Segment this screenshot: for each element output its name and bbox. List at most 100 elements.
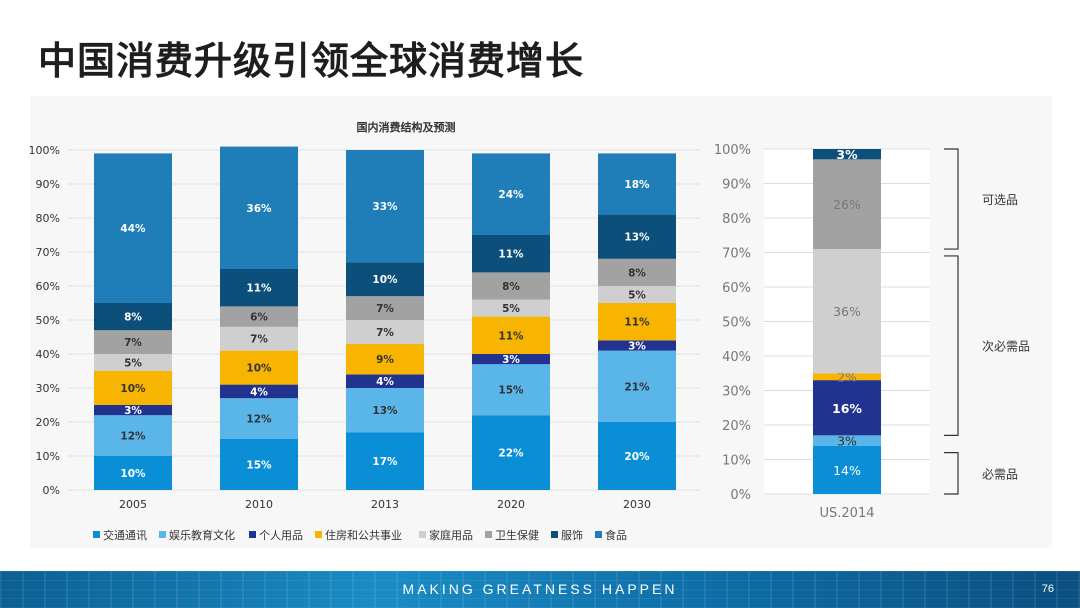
data-label: 9% — [376, 354, 394, 366]
bar-segment — [598, 258, 676, 286]
bar-segment — [220, 269, 298, 307]
y-tick-label: 30% — [36, 382, 60, 395]
group-label: 可选品 — [982, 193, 1018, 207]
bar-segment — [94, 153, 172, 303]
bar-segment — [472, 364, 550, 416]
group-label: 次必需品 — [982, 340, 1030, 354]
bar-segment — [346, 296, 424, 320]
group-bracket — [944, 148, 959, 250]
y-tick-label: 50% — [36, 314, 60, 327]
x-tick-label: US.2014 — [820, 506, 875, 521]
legend-swatch — [249, 531, 256, 538]
bar-segment — [598, 153, 676, 215]
bar-segment — [472, 354, 550, 365]
legend-label: 娱乐教育文化 — [169, 528, 235, 542]
y-tick-label: 50% — [722, 316, 751, 331]
bar-segment — [220, 384, 298, 399]
bar-segment — [94, 354, 172, 371]
data-label: 3% — [124, 405, 142, 417]
legend-label: 卫生保健 — [495, 528, 539, 542]
data-label: 11% — [246, 283, 272, 295]
x-tick-label: 2030 — [623, 498, 651, 511]
y-tick-label: 90% — [36, 178, 60, 191]
legend-swatch — [93, 531, 100, 538]
bar-segment — [220, 350, 298, 385]
data-label: 17% — [372, 456, 398, 468]
legend-swatch — [595, 531, 602, 538]
bar-segment — [598, 422, 676, 490]
bar-segment — [813, 380, 881, 436]
bar-segment — [472, 272, 550, 300]
data-label: 2% — [837, 370, 857, 385]
x-tick-label: 2020 — [497, 498, 525, 511]
data-label: 20% — [624, 451, 650, 463]
data-label: 5% — [502, 303, 520, 315]
data-label: 13% — [372, 405, 398, 417]
legend-swatch — [485, 531, 492, 538]
bar-segment — [472, 153, 550, 235]
data-label: 11% — [624, 317, 650, 329]
footer-banner: MAKING GREATNESS HAPPEN 76 — [0, 571, 1080, 608]
bar-segment — [813, 373, 881, 381]
data-label: 11% — [498, 249, 524, 261]
y-tick-label: 60% — [722, 281, 751, 296]
data-label: 14% — [833, 463, 861, 478]
y-tick-label: 70% — [722, 247, 751, 262]
legend-label: 交通通讯 — [103, 528, 147, 542]
data-label: 10% — [120, 468, 146, 480]
y-tick-label: 40% — [722, 350, 751, 365]
y-tick-label: 20% — [722, 419, 751, 434]
data-label: 4% — [376, 376, 394, 388]
bar-segment — [220, 306, 298, 327]
data-label: 3% — [836, 147, 858, 162]
x-tick-label: 2005 — [119, 498, 147, 511]
y-tick-label: 80% — [722, 212, 751, 227]
legend-swatch — [159, 531, 166, 538]
data-label: 12% — [120, 431, 146, 443]
data-label: 33% — [372, 201, 398, 213]
bar-segment — [220, 326, 298, 351]
group-bracket — [944, 255, 959, 436]
data-label: 16% — [832, 401, 862, 416]
data-label: 7% — [250, 334, 268, 346]
data-label: 10% — [246, 363, 272, 375]
chart-title: 国内消费结构及预测 — [357, 120, 456, 134]
data-label: 22% — [498, 448, 524, 460]
bar-segment — [472, 235, 550, 273]
bar-segment — [813, 435, 881, 446]
footer-pattern — [0, 571, 1080, 608]
bar-segment — [346, 374, 424, 388]
y-tick-label: 100% — [714, 143, 751, 158]
y-tick-label: 20% — [36, 416, 60, 429]
bar-segment — [472, 299, 550, 317]
bar-segment — [598, 286, 676, 303]
data-label: 7% — [376, 303, 394, 315]
bar-segment — [813, 249, 881, 374]
bar-segment — [598, 350, 676, 422]
y-tick-label: 10% — [36, 450, 60, 463]
data-label: 44% — [120, 223, 146, 235]
y-tick-label: 60% — [36, 280, 60, 293]
consumption-structure-charts: 国内消费结构及预测 0% 10% 20% 30% 40% 50% 60% 70% 80% 90% 10… — [29, 120, 1030, 542]
bar-segment — [346, 150, 424, 263]
data-label: 24% — [498, 189, 524, 201]
bar-segment — [472, 316, 550, 354]
data-label: 15% — [498, 385, 524, 397]
data-label: 5% — [124, 358, 142, 370]
y-tick-label: 70% — [36, 246, 60, 259]
data-label: 13% — [624, 232, 650, 244]
bar-segment — [346, 432, 424, 490]
bar-segment — [813, 149, 881, 160]
legend-label: 住房和公共事业 — [325, 528, 402, 542]
y-tick-label: 90% — [722, 178, 751, 193]
y-tick-label: 80% — [36, 212, 60, 225]
bar-segment — [94, 415, 172, 456]
x-tick-label: 2010 — [245, 498, 273, 511]
footer-slogan: MAKING GREATNESS HAPPEN — [402, 581, 678, 597]
bar-segment — [94, 303, 172, 331]
data-label: 5% — [628, 290, 646, 302]
legend-label: 家庭用品 — [429, 528, 473, 542]
bar-segment — [346, 262, 424, 297]
data-label: 11% — [498, 330, 524, 342]
bar-segment — [94, 330, 172, 354]
